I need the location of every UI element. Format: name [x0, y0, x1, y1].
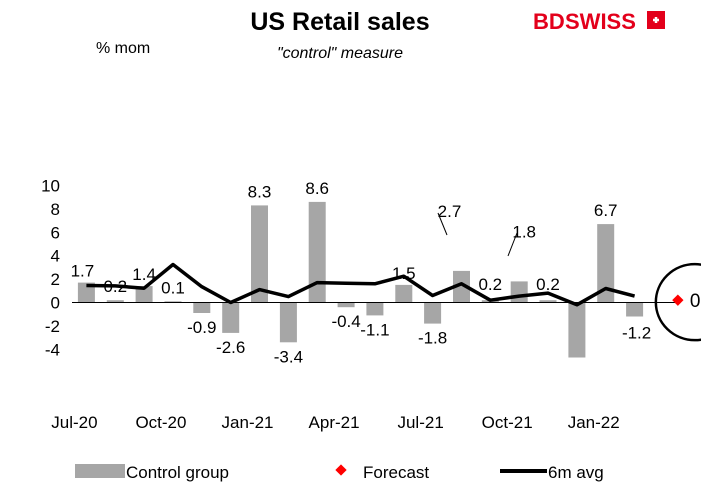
- logo-cross-icon: [653, 17, 659, 23]
- y-tick-label: 4: [51, 247, 60, 266]
- legend-swatch-control-group: [75, 464, 125, 478]
- line-6m-avg: [86, 262, 636, 307]
- bar-feb-21: [279, 302, 297, 343]
- logo-text-bd: BD: [533, 9, 565, 34]
- bar-jun-21: [395, 284, 413, 303]
- data-label-jan-21: 8.3: [248, 182, 272, 201]
- chart-title: US Retail sales: [250, 8, 429, 36]
- data-label-nov-20: -0.9: [187, 318, 216, 337]
- x-tick-label: Oct-20: [135, 413, 186, 432]
- y-tick-label: -2: [45, 317, 60, 336]
- legend-label-control-group: Control group: [126, 463, 229, 482]
- data-label-feb-22: -1.2: [622, 324, 651, 343]
- line-series-6m-avg: [86, 262, 636, 307]
- data-label-sep-21: 0.2: [478, 275, 502, 294]
- data-label-jul-20: 1.7: [71, 262, 95, 281]
- bar-dec-20: [222, 302, 240, 333]
- x-tick-label: Jul-20: [51, 413, 97, 432]
- logo-text-swiss: SWISS: [565, 9, 636, 34]
- x-tick-label: Oct-21: [482, 413, 533, 432]
- y-tick-label: -4: [45, 340, 60, 359]
- bar-nov-21: [539, 300, 557, 303]
- bdswiss-logo: BD SWISS: [533, 9, 665, 34]
- leader-line-oct-21: [507, 232, 518, 257]
- bar-jul-21: [424, 302, 442, 324]
- data-label-nov-21: 0.2: [536, 275, 560, 294]
- bar-sep-20: [135, 286, 153, 303]
- bar-nov-20: [193, 302, 211, 313]
- data-label-jul-21: -1.8: [418, 329, 447, 348]
- bar-series-control-group: [77, 201, 644, 358]
- legend-forecast-diamond: [335, 464, 347, 476]
- bar-jan-21: [251, 205, 268, 303]
- data-label-feb-21: -3.4: [274, 347, 303, 366]
- x-tick-label: Apr-21: [309, 413, 360, 432]
- data-label-dec-20: -2.6: [216, 338, 245, 357]
- data-label-oct-21: 1.8: [512, 222, 536, 241]
- bar-dec-21: [568, 302, 586, 358]
- data-label-may-21: -1.1: [360, 320, 389, 339]
- bar-oct-20: [164, 301, 182, 303]
- x-tick-label: Jul-21: [397, 413, 443, 432]
- data-label-apr-21: -0.4: [331, 312, 360, 331]
- y-axis: -4 -2 0 2 4 6 8 10: [41, 177, 60, 360]
- data-label-sep-20: 1.4: [132, 265, 156, 284]
- chart-subtitle: "control" measure: [277, 45, 403, 62]
- forecast-marker-group: 0.2: [654, 262, 701, 342]
- y-axis-unit-label: % mom: [96, 40, 150, 57]
- legend: Control group Forecast 6m avg: [75, 463, 604, 482]
- bar-oct-21: [510, 281, 528, 303]
- data-label-jan-22: 6.7: [594, 201, 618, 220]
- bar-apr-21: [337, 302, 355, 308]
- y-tick-label: 6: [51, 223, 60, 242]
- x-tick-label: Jan-22: [568, 413, 620, 432]
- y-tick-label: 2: [51, 270, 60, 289]
- bar-jan-22: [597, 224, 615, 303]
- forecast-value-label: 0.2: [690, 291, 701, 312]
- leader-line-aug-21: [437, 212, 448, 236]
- legend-label-6m-avg: 6m avg: [548, 463, 604, 482]
- x-axis: Jul-20 Oct-20 Jan-21 Apr-21 Jul-21 Oct-21 Jan-…: [51, 413, 619, 432]
- y-tick-label: 0: [51, 294, 60, 313]
- data-label-oct-20: 0.1: [161, 278, 185, 297]
- bar-mar-21: [308, 201, 326, 303]
- bar-jul-20: [77, 282, 95, 303]
- bar-feb-22: [626, 302, 644, 317]
- y-tick-label: 10: [41, 177, 60, 196]
- data-label-mar-21: 8.6: [305, 179, 329, 198]
- data-label-aug-20: 0.2: [103, 277, 127, 296]
- forecast-point: [672, 294, 684, 306]
- y-tick-label: 8: [51, 200, 60, 219]
- bar-may-21: [366, 302, 384, 316]
- legend-label-forecast: Forecast: [363, 463, 429, 482]
- data-label-jun-21: 1.5: [392, 264, 416, 283]
- bar-aug-21: [453, 270, 470, 303]
- forecast-highlight-circle: [654, 262, 701, 342]
- x-tick-label: Jan-21: [222, 413, 274, 432]
- bar-data-labels: 1.7 0.2 1.4 0.1 -0.9-2.6 8.3 -3.4 8.6 -0.4 -1.1 1.…: [71, 179, 652, 366]
- data-label-aug-21: 2.7: [438, 202, 462, 221]
- bar-aug-20: [106, 300, 124, 303]
